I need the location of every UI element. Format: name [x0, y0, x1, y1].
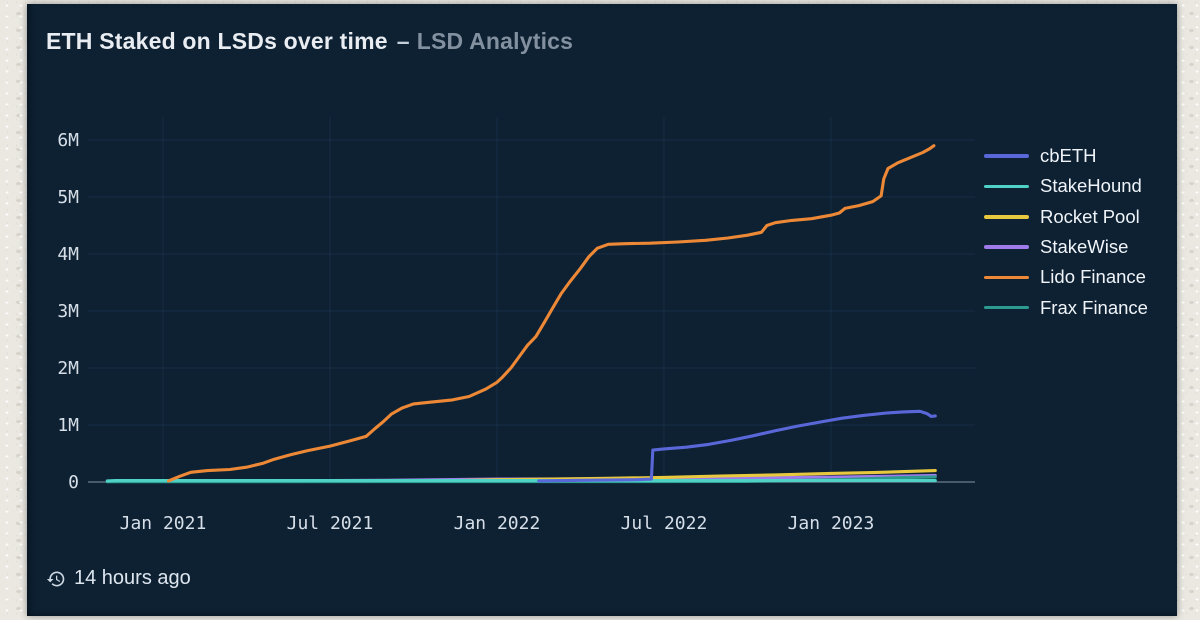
legend-item-rocket-pool[interactable]: Rocket Pool: [984, 202, 1148, 232]
y-tick-label: 0: [68, 472, 79, 493]
legend-item-cbeth[interactable]: cbETH: [984, 141, 1148, 171]
x-tick-label: Jan 2021: [120, 513, 207, 534]
series-line-lido-finance[interactable]: [166, 144, 936, 483]
last-updated-text: 14 hours ago: [74, 567, 191, 589]
legend-label: Rocket Pool: [1040, 205, 1140, 227]
chart-panel: ETH Staked on LSDs over time – LSD Analyti…: [27, 4, 1177, 616]
y-tick-label: 1M: [57, 415, 79, 436]
y-tick-label: 5M: [57, 187, 79, 208]
legend-swatch-stakewise: [984, 245, 1029, 249]
title-main: ETH Staked on LSDs over time: [46, 28, 388, 54]
line-chart[interactable]: 0 1M 2M 3M 4M 5M 6M Jan 2021 Jul 2021 Jan 2022 Jul…: [27, 4, 1177, 616]
legend-swatch-frax-finance: [984, 305, 1029, 310]
history-icon: [46, 571, 65, 586]
x-tick-label: Jan 2022: [454, 513, 541, 534]
last-updated: 14 hours ago: [46, 567, 191, 590]
legend-label: StakeWise: [1040, 236, 1129, 258]
legend-swatch-rocket-pool: [984, 214, 1029, 219]
x-tick-label: Jul 2021: [287, 513, 374, 534]
y-tick-label: 2M: [57, 358, 79, 379]
legend-swatch-stakehound: [984, 184, 1029, 189]
legend-item-stakewise[interactable]: StakeWise: [984, 232, 1148, 262]
x-tick-label: Jan 2023: [788, 513, 875, 534]
legend-swatch-lido-finance: [984, 275, 1029, 280]
legend-swatch-cbeth: [984, 154, 1029, 158]
legend-label: Lido Finance: [1040, 266, 1146, 288]
y-tick-label: 6M: [57, 130, 79, 151]
x-tick-label: Jul 2022: [621, 513, 708, 534]
page-title: ETH Staked on LSDs over time – LSD Analyti…: [46, 28, 573, 55]
legend-label: Frax Finance: [1040, 296, 1148, 318]
title-subtitle: LSD Analytics: [416, 28, 574, 54]
legend-label: cbETH: [1040, 145, 1097, 167]
legend-item-stakehound[interactable]: StakeHound: [984, 171, 1148, 201]
legend-label: StakeHound: [1040, 175, 1142, 197]
chart-legend: cbETH StakeHound Rocket Pool StakeWise Lido …: [984, 141, 1148, 323]
legend-item-lido-finance[interactable]: Lido Finance: [984, 262, 1148, 292]
series-line-cbeth[interactable]: [537, 409, 937, 483]
y-tick-label: 4M: [57, 244, 79, 265]
legend-item-frax-finance[interactable]: Frax Finance: [984, 292, 1148, 322]
title-separator: –: [396, 28, 410, 54]
y-tick-label: 3M: [57, 301, 79, 322]
